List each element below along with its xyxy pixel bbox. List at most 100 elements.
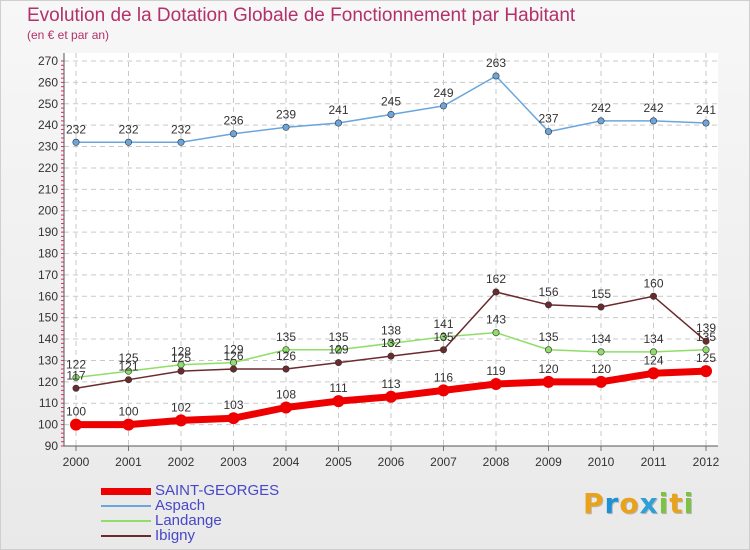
logo-letter: i <box>683 487 695 520</box>
data-point <box>282 346 290 354</box>
x-tick-label: 2005 <box>325 455 352 469</box>
data-label: 126 <box>276 349 296 363</box>
data-point <box>70 418 82 431</box>
y-tick-label: 230 <box>38 140 58 154</box>
data-point <box>544 128 552 136</box>
data-label: 108 <box>276 388 296 402</box>
x-tick-label: 2002 <box>168 455 195 469</box>
data-point <box>125 367 133 375</box>
legend-swatch <box>101 488 151 495</box>
x-tick-label: 2008 <box>483 455 510 469</box>
data-label: 125 <box>118 351 138 365</box>
data-label: 241 <box>696 103 716 117</box>
data-point <box>492 288 500 296</box>
data-label: 125 <box>696 351 716 365</box>
data-point <box>647 367 660 380</box>
data-point <box>227 412 240 425</box>
data-point <box>544 346 552 354</box>
data-label: 139 <box>696 321 716 335</box>
logo-letter: i <box>658 487 670 520</box>
y-tick-label: 260 <box>38 75 58 89</box>
data-label: 117 <box>66 368 85 382</box>
data-label: 263 <box>486 56 506 70</box>
data-point <box>334 359 342 367</box>
y-tick-label: 120 <box>38 375 58 389</box>
data-point <box>702 337 710 345</box>
data-point <box>72 138 80 146</box>
legend-label: Ibigny <box>155 527 196 544</box>
legend-swatch <box>101 505 151 507</box>
data-point <box>387 339 395 347</box>
data-label: 242 <box>643 101 663 115</box>
logo-letter: P <box>583 487 605 520</box>
data-point <box>72 384 80 392</box>
logo-letter: x <box>639 487 659 520</box>
y-tick-label: 170 <box>38 268 58 282</box>
x-tick-label: 2001 <box>115 455 142 469</box>
data-point <box>177 367 185 375</box>
data-point <box>439 346 447 354</box>
series-aspach: 232 232 232 236 239 241 245 249 263 237 242 242 241 <box>66 56 716 146</box>
chart-title: Evolution de la Dotation Globale de Fonc… <box>27 5 576 26</box>
data-point <box>125 376 133 384</box>
data-label: 120 <box>591 362 611 376</box>
logo-letter: o <box>619 487 640 520</box>
data-label: 249 <box>433 86 453 100</box>
data-point <box>122 418 135 431</box>
data-label: 116 <box>434 370 453 384</box>
x-tick-label: 2000 <box>63 455 90 469</box>
data-point <box>72 374 80 382</box>
legend-label: Landange <box>155 512 222 529</box>
legend-label: SAINT-GEORGES <box>155 482 280 499</box>
data-label: 239 <box>276 107 296 121</box>
data-point <box>542 375 555 388</box>
x-tick-label: 2006 <box>378 455 405 469</box>
y-tick-label: 180 <box>38 247 58 261</box>
data-point <box>175 414 187 427</box>
data-point <box>230 130 238 138</box>
data-label: 132 <box>381 336 401 350</box>
data-label: 120 <box>538 362 558 376</box>
data-label: 121 <box>118 360 138 374</box>
y-tick-label: 90 <box>45 439 59 453</box>
y-tick-label: 190 <box>38 225 58 239</box>
x-tick-label: 2009 <box>535 455 562 469</box>
data-label: 134 <box>591 332 611 346</box>
data-point <box>700 365 712 378</box>
data-point <box>230 365 238 373</box>
y-tick-label: 220 <box>38 161 58 175</box>
data-point <box>490 377 502 390</box>
data-point <box>437 384 450 397</box>
data-point <box>597 303 605 311</box>
series-saint-georges: 100 100 102 103 108 111 113 116 119 120 120 124 125 <box>66 351 716 431</box>
data-label: 124 <box>643 353 663 367</box>
data-label: 241 <box>328 103 348 117</box>
data-label: 102 <box>171 400 191 414</box>
data-label: 126 <box>223 349 243 363</box>
data-label: 135 <box>538 330 558 344</box>
data-point <box>597 117 605 125</box>
legend-label: Aspach <box>155 497 206 514</box>
data-point <box>595 375 607 388</box>
data-label: 135 <box>433 330 453 344</box>
logo-letter: r <box>604 487 620 520</box>
data-point <box>332 395 345 408</box>
data-point <box>492 72 500 80</box>
data-point <box>544 301 552 309</box>
data-label: 245 <box>381 94 401 108</box>
data-label: 103 <box>223 398 243 412</box>
data-point <box>702 119 710 127</box>
data-point <box>385 390 397 403</box>
x-tick-label: 2007 <box>430 455 457 469</box>
data-point <box>649 348 657 356</box>
legend-swatch <box>101 520 151 522</box>
data-label: 232 <box>118 122 138 136</box>
y-tick-label: 250 <box>38 97 58 111</box>
data-label: 162 <box>486 272 506 286</box>
data-label: 100 <box>118 405 138 419</box>
y-tick-label: 110 <box>39 396 58 410</box>
x-tick-label: 2003 <box>220 455 247 469</box>
data-label: 135 <box>328 330 348 344</box>
